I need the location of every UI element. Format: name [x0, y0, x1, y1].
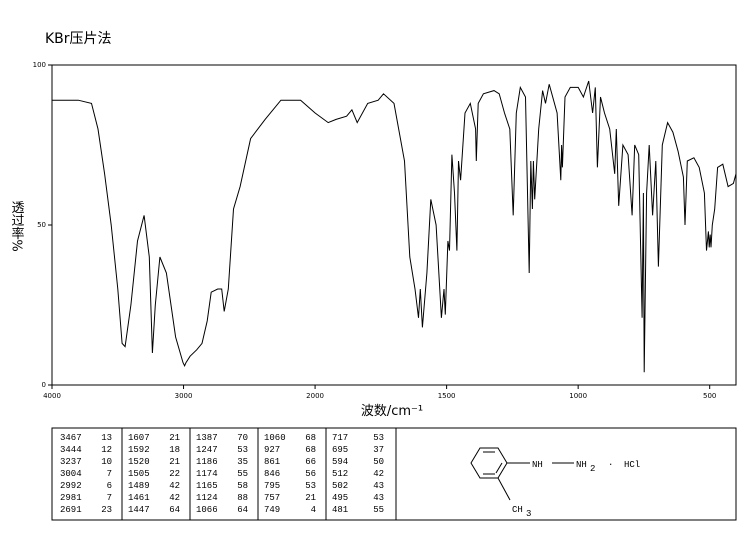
peak-wavenumber: 1607: [128, 433, 150, 443]
peak-wavenumber: 502: [332, 481, 348, 491]
peak-transmittance: 58: [237, 481, 248, 491]
peak-transmittance: 55: [237, 469, 248, 479]
peak-wavenumber: 861: [264, 457, 280, 467]
peak-transmittance: 68: [305, 445, 316, 455]
peak-wavenumber: 495: [332, 493, 348, 503]
peak-transmittance: 6: [107, 481, 112, 491]
peak-wavenumber: 1387: [196, 433, 218, 443]
x-tick-label: 2000: [306, 392, 324, 400]
peak-wavenumber: 2992: [60, 481, 82, 491]
peak-transmittance: 88: [237, 493, 248, 503]
ring-bond: [495, 462, 503, 474]
peak-transmittance: 64: [169, 505, 180, 515]
peak-transmittance: 35: [237, 457, 248, 467]
x-tick-label: 1500: [438, 392, 456, 400]
peak-transmittance: 7: [107, 493, 112, 503]
x-tick-label: 4000: [43, 392, 61, 400]
peak-wavenumber: 1247: [196, 445, 218, 455]
peak-wavenumber: 749: [264, 505, 280, 515]
bond: [497, 477, 511, 501]
peak-wavenumber: 2691: [60, 505, 82, 515]
plot-frame: [51, 64, 737, 386]
peak-transmittance: 43: [373, 481, 384, 491]
peak-wavenumber: 3467: [60, 433, 82, 443]
x-axis-label: 波数/cm⁻¹: [361, 404, 423, 419]
peak-transmittance: 55: [373, 505, 384, 515]
peak-wavenumber: 1124: [196, 493, 218, 503]
peak-wavenumber: 1060: [264, 433, 286, 443]
peak-transmittance: 53: [305, 481, 316, 491]
x-tick-label: 3000: [175, 392, 193, 400]
peak-transmittance: 53: [237, 445, 248, 455]
peak-wavenumber: 481: [332, 505, 348, 515]
peak-transmittance: 42: [373, 469, 384, 479]
peak-wavenumber: 594: [332, 457, 348, 467]
peak-transmittance: 12: [101, 445, 112, 455]
peak-wavenumber: 1447: [128, 505, 150, 515]
dot: ·: [608, 460, 613, 470]
peak-wavenumber: 927: [264, 445, 280, 455]
peak-wavenumber: 1505: [128, 469, 150, 479]
peak-wavenumber: 795: [264, 481, 280, 491]
peak-transmittance: 66: [305, 457, 316, 467]
peak-wavenumber: 1592: [128, 445, 150, 455]
peak-transmittance: 70: [237, 433, 248, 443]
peak-transmittance: 43: [373, 493, 384, 503]
peak-wavenumber: 846: [264, 469, 280, 479]
peak-transmittance: 13: [101, 433, 112, 443]
peak-wavenumber: 1174: [196, 469, 218, 479]
peak-transmittance: 64: [237, 505, 248, 515]
atom-label: CH: [512, 505, 523, 515]
peak-transmittance: 68: [305, 433, 316, 443]
peak-wavenumber: 757: [264, 493, 280, 503]
peak-transmittance: 4: [311, 505, 316, 515]
peak-wavenumber: 695: [332, 445, 348, 455]
y-tick-label: 0: [42, 381, 46, 389]
peak-transmittance: 21: [305, 493, 316, 503]
structure: [470, 447, 574, 501]
peak-transmittance: 53: [373, 433, 384, 443]
peak-wavenumber: 1186: [196, 457, 218, 467]
x-tick-label: 500: [703, 392, 716, 400]
chart-title: KBr压片法: [45, 31, 112, 47]
y-tick-label: 50: [37, 221, 46, 229]
peak-wavenumber: 1520: [128, 457, 150, 467]
spectrum-line: [52, 80, 737, 373]
peak-transmittance: 22: [169, 469, 180, 479]
peak-transmittance: 21: [169, 457, 180, 467]
peak-wavenumber: 3004: [60, 469, 82, 479]
peak-wavenumber: 3237: [60, 457, 82, 467]
salt-label: HCl: [624, 460, 640, 470]
peak-transmittance: 50: [373, 457, 384, 467]
peak-transmittance: 37: [373, 445, 384, 455]
peak-wavenumber: 1461: [128, 493, 150, 503]
x-tick-label: 1000: [569, 392, 587, 400]
atom-label: NH: [576, 460, 587, 470]
peak-wavenumber: 717: [332, 433, 348, 443]
peak-transmittance: 56: [305, 469, 316, 479]
peak-transmittance: 18: [169, 445, 180, 455]
peak-transmittance: 10: [101, 457, 112, 467]
peak-transmittance: 42: [169, 493, 180, 503]
peak-wavenumber: 2981: [60, 493, 82, 503]
peak-transmittance: 21: [169, 433, 180, 443]
peak-wavenumber: 3444: [60, 445, 82, 455]
peak-wavenumber: 1066: [196, 505, 218, 515]
peak-transmittance: 23: [101, 505, 112, 515]
peak-wavenumber: 1165: [196, 481, 218, 491]
atom-label: NH: [532, 460, 543, 470]
y-axis-label: 透过率%: [9, 200, 25, 251]
peak-wavenumber: 512: [332, 469, 348, 479]
atom-subscript: 2: [590, 464, 595, 474]
table-frame: [51, 427, 737, 521]
atom-subscript: 3: [526, 509, 531, 519]
y-tick-label: 100: [33, 61, 46, 69]
peak-transmittance: 7: [107, 469, 112, 479]
peak-transmittance: 42: [169, 481, 180, 491]
peak-wavenumber: 1489: [128, 481, 150, 491]
